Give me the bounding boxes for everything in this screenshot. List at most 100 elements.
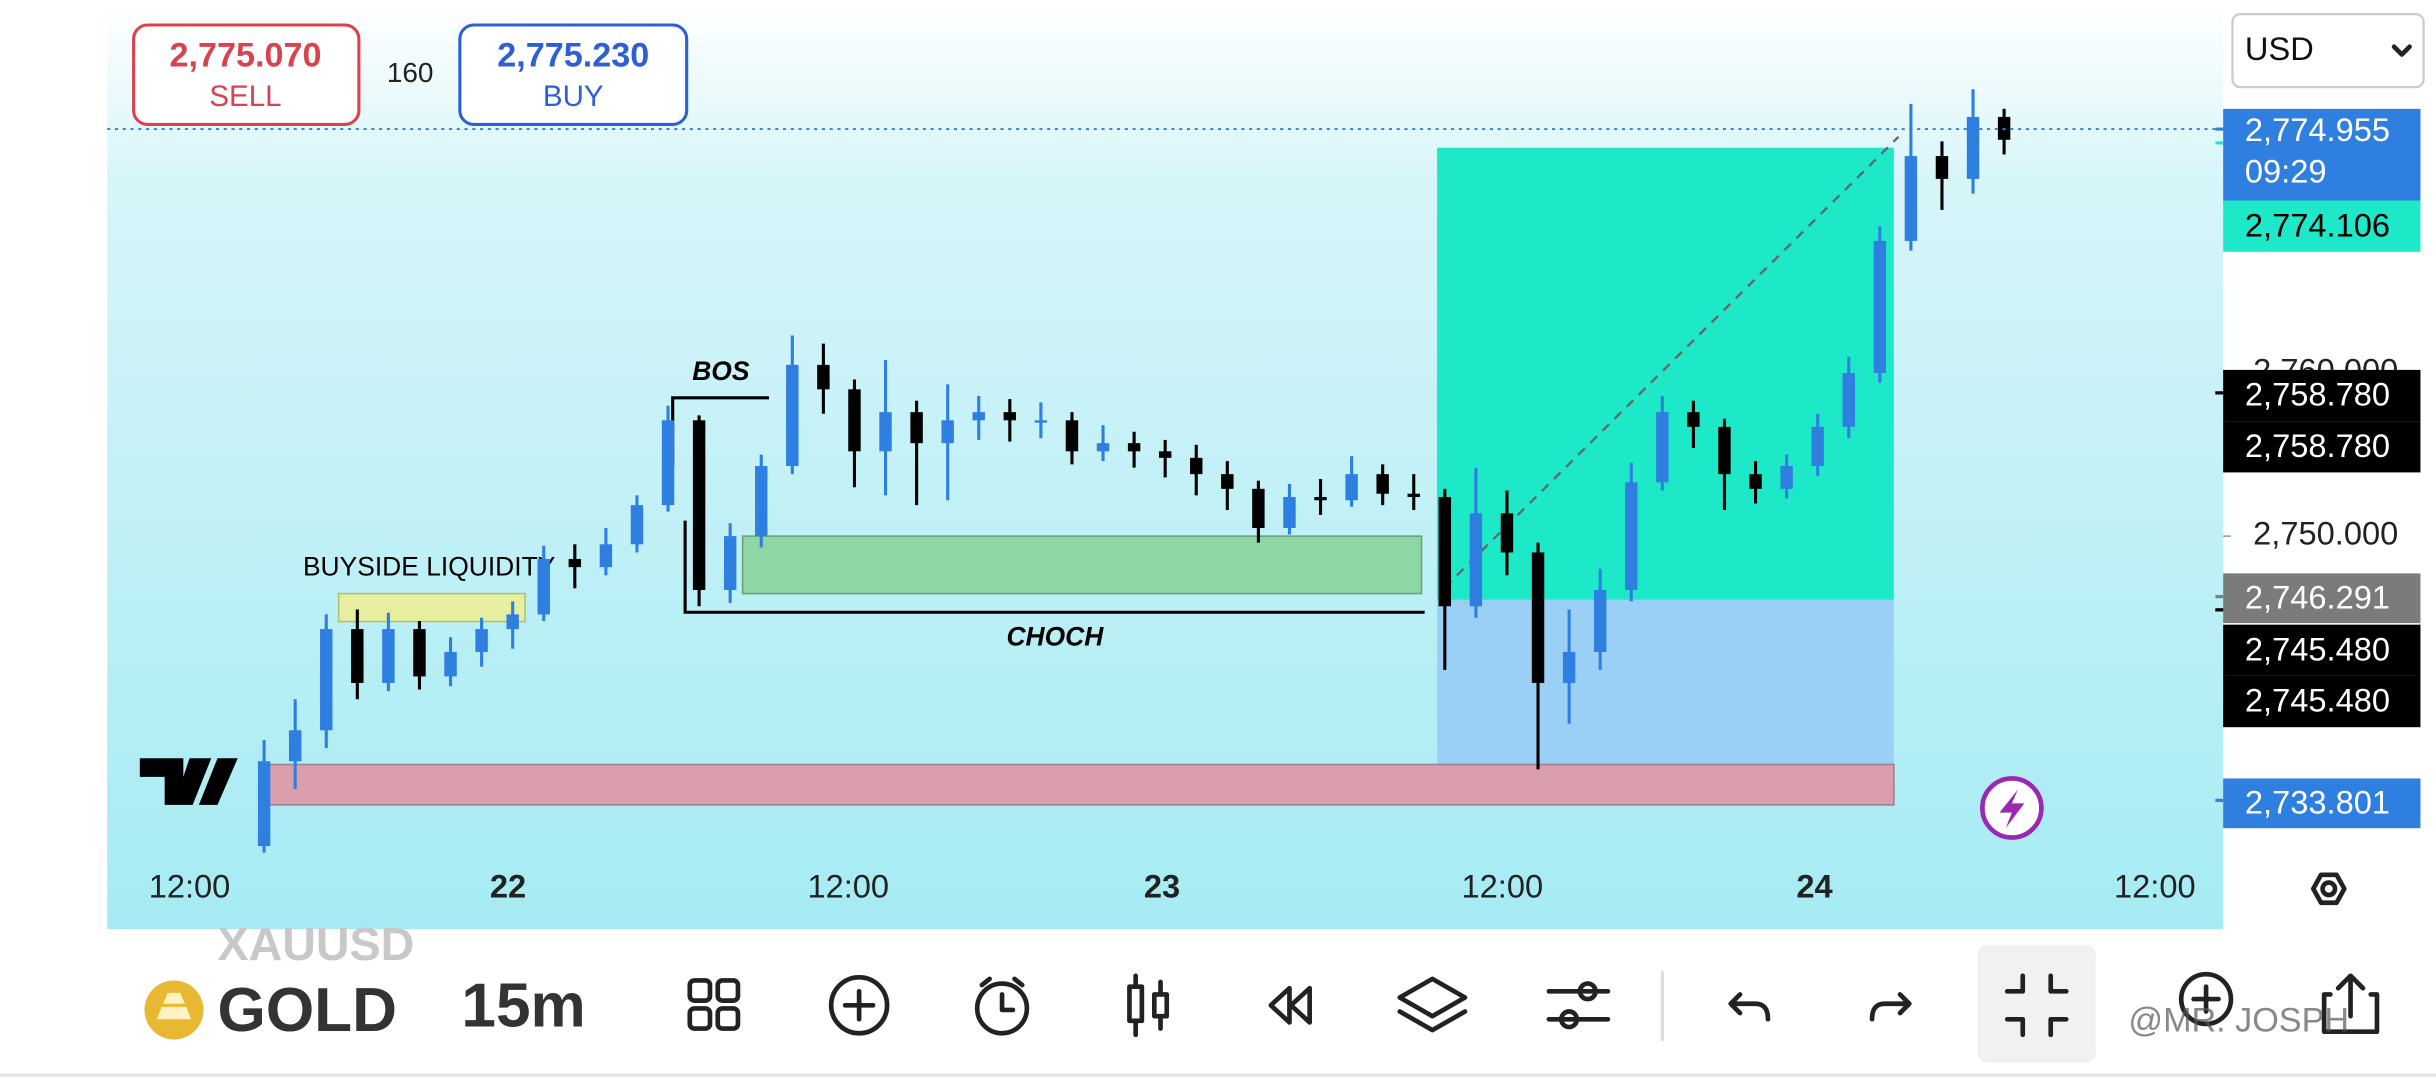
spread: 160 — [387, 57, 434, 88]
sell-price: 2,775.070 — [169, 37, 321, 75]
candle-body — [1562, 651, 1576, 683]
currency: USD — [2245, 30, 2314, 67]
sell-button[interactable]: 2,775.070 SELL — [132, 23, 361, 126]
bos-label: BOS — [692, 356, 750, 386]
candle-body — [1625, 482, 1638, 590]
y-tick-label: 2,750.000 — [2253, 515, 2398, 552]
price-marker-label: 2,733.801 — [2245, 783, 2390, 820]
time-axis: 12:00 22 12:00 23 12:00 24 12:00 — [149, 867, 2196, 904]
replay-button[interactable] — [1268, 985, 1312, 1025]
candle-body — [475, 629, 488, 652]
price-marker-box — [2223, 624, 2421, 676]
candle-body — [1749, 474, 1762, 489]
candle-body — [1500, 513, 1514, 553]
candle-body — [1158, 451, 1172, 458]
trend-line — [1444, 136, 1900, 589]
price-marker-label: 2,746.291 — [2245, 578, 2390, 615]
candle-body — [1438, 496, 1452, 607]
symbol-ticker: XAUUSD — [218, 918, 415, 970]
candle-body — [1407, 493, 1420, 497]
candle-body — [1687, 412, 1700, 427]
add-button[interactable] — [828, 975, 890, 1036]
candle-body — [1252, 488, 1265, 528]
candle-body — [320, 629, 333, 731]
sell-label: SELL — [209, 80, 281, 113]
currency-dropdown[interactable]: USD — [2231, 12, 2425, 89]
symbol-button[interactable]: XAUUSD GOLD — [144, 918, 414, 1045]
price-marker-box — [2223, 108, 2421, 203]
candle-body — [444, 651, 457, 677]
buy-button[interactable]: 2,775.230 BUY — [458, 23, 689, 126]
undo-button[interactable] — [1728, 992, 1771, 1022]
candle-body — [972, 412, 985, 421]
candle-body — [910, 412, 923, 444]
candle-body — [630, 505, 644, 545]
candle-body — [1718, 426, 1731, 475]
candle-body — [257, 761, 271, 847]
candle-body — [1065, 420, 1079, 452]
redo-button[interactable] — [1869, 992, 1912, 1022]
stop-zone — [1437, 599, 1894, 765]
candle-body — [1096, 443, 1110, 452]
indicators-button[interactable] — [687, 978, 741, 1031]
settings-sliders-button[interactable] — [1546, 981, 1611, 1030]
candle-body — [1656, 412, 1669, 483]
price-marker-box — [2223, 675, 2421, 728]
price-marker-box — [2223, 573, 2421, 624]
alert-button[interactable] — [974, 976, 1030, 1036]
price-marker-box — [2223, 369, 2421, 422]
candles — [257, 89, 2011, 853]
candle-body — [1283, 496, 1296, 528]
candle-body — [1873, 240, 1887, 374]
candle-body — [786, 364, 799, 466]
choch-label: CHOCH — [1006, 622, 1104, 652]
x-tick-label: 12:00 — [807, 867, 889, 904]
interval[interactable]: 15m — [461, 971, 585, 1040]
price-axis: 2,750.0002,760.0002,774.95509:292,774.10… — [107, 108, 2421, 829]
candle-body — [288, 730, 302, 762]
share-button[interactable] — [2321, 973, 2380, 1035]
candle-body — [1221, 474, 1234, 489]
zoom-button[interactable] — [2178, 971, 2234, 1027]
liquidity-zone — [337, 592, 526, 623]
chart-type-button[interactable] — [1127, 973, 1170, 1038]
candle-body — [351, 629, 364, 683]
candle-body — [1842, 373, 1855, 427]
candle-body — [1935, 156, 1949, 179]
price-marker-label: 2,745.480 — [2245, 682, 2390, 719]
candle-body — [1127, 443, 1141, 452]
candle-body — [692, 420, 706, 590]
candle-body — [1376, 474, 1389, 494]
candle-body — [941, 420, 954, 444]
price-marker-label: 2,774.106 — [2245, 206, 2390, 243]
settings-button[interactable] — [2310, 872, 2347, 906]
candle-body — [1811, 426, 1824, 466]
x-tick-label: 12:00 — [149, 867, 231, 904]
candle-body — [599, 544, 613, 568]
fullscreen-button[interactable] — [1977, 944, 2096, 1063]
candle-body — [506, 614, 519, 630]
tv-logo — [139, 758, 238, 805]
candle-body — [817, 364, 830, 390]
x-tick-label: 23 — [1144, 867, 1180, 904]
buy-label: BUY — [543, 80, 604, 113]
choch-line — [683, 520, 1425, 614]
candle-body — [1003, 412, 1017, 421]
price-marker-label: 2,758.780 — [2245, 427, 2390, 464]
price-marker-label: 2,758.780 — [2245, 376, 2390, 413]
candle-body — [1531, 552, 1545, 683]
x-tick-label: 12:00 — [2114, 867, 2196, 904]
low-zone — [263, 763, 1895, 806]
liquidity-label: BUYSIDE LIQUIDITY — [303, 552, 556, 582]
candle-body — [1966, 116, 1980, 179]
price-marker-box — [2223, 778, 2421, 829]
candle-body — [723, 536, 737, 590]
lightning-button[interactable] — [1980, 776, 2044, 840]
buy-price: 2,775.230 — [497, 37, 649, 75]
candle-body — [1190, 457, 1203, 475]
candle-body — [879, 412, 892, 452]
layers-button[interactable] — [1397, 976, 1468, 1033]
price-marker-label: 2,745.480 — [2245, 630, 2390, 667]
